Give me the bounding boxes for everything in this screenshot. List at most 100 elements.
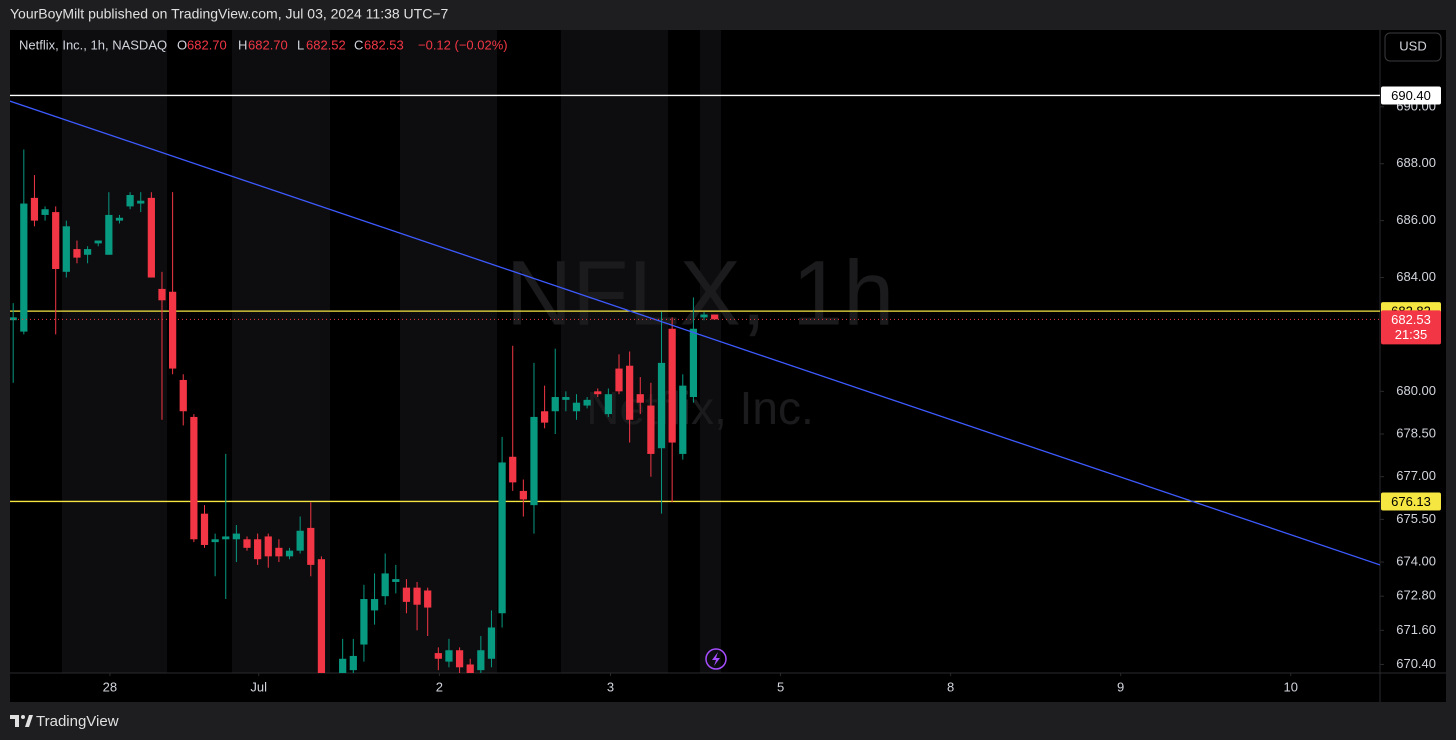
candle-body <box>20 203 28 332</box>
candle-body <box>285 550 294 557</box>
candle-body <box>700 314 708 318</box>
candle-body <box>392 579 400 582</box>
y-tick-label: 672.80 <box>1396 588 1436 603</box>
candle-body <box>413 587 421 605</box>
candle-body <box>179 379 187 412</box>
ohlc-key: H <box>238 37 247 52</box>
candle-body <box>62 226 70 272</box>
candle-body <box>583 399 591 406</box>
candle-body <box>477 650 485 671</box>
x-tick-label: 2 <box>436 679 443 694</box>
plot-area <box>10 94 1380 673</box>
candle-body <box>83 249 92 255</box>
brand: TradingView <box>36 713 119 730</box>
x-tick-label: Jul <box>250 679 267 694</box>
candle-body <box>636 394 644 403</box>
candle-body <box>381 573 389 597</box>
session-band <box>700 30 721 673</box>
ohlc-key: O <box>177 37 187 52</box>
chart-panel <box>10 30 1446 702</box>
currency[interactable]: USD <box>1399 38 1426 53</box>
candle-body <box>424 590 432 608</box>
candle-body <box>254 539 262 560</box>
candle-body <box>689 328 698 398</box>
candle-body <box>562 397 570 400</box>
symbol: Netflix, Inc., 1h, NASDAQ <box>19 37 167 52</box>
candle-body <box>264 536 272 557</box>
logo-mark <box>10 715 19 727</box>
candle-body <box>572 402 581 412</box>
session-band <box>232 30 330 673</box>
candle-body <box>711 314 719 320</box>
candle-body <box>211 539 219 543</box>
candle-body <box>668 328 676 443</box>
candle-body <box>52 212 60 269</box>
legend: Netflix, Inc., 1h, NASDAQ O 682.70 H 682… <box>19 37 508 52</box>
candle-body <box>317 559 326 673</box>
candle-body <box>615 368 623 392</box>
y-tick-label: 678.50 <box>1396 425 1436 440</box>
candle-body <box>243 539 251 548</box>
x-tick-label: 8 <box>947 679 954 694</box>
y-tick-label: 675.50 <box>1396 511 1436 526</box>
candle-body <box>530 416 538 506</box>
candle-body <box>626 365 634 420</box>
y-tick-label: 671.60 <box>1396 622 1436 637</box>
candle-body <box>307 527 315 565</box>
candle-body <box>41 209 49 215</box>
published-line: YourBoyMilt published on TradingView.com… <box>10 6 449 22</box>
candle-body <box>349 655 357 671</box>
candle-body <box>466 664 474 673</box>
watermark-ticker: NFLX, 1h <box>506 242 895 344</box>
candle-body <box>232 533 240 540</box>
candle-body <box>275 547 283 557</box>
logo-mark <box>21 715 25 719</box>
ohlc-key: C <box>354 37 363 52</box>
currency-button[interactable] <box>1384 32 1442 62</box>
candle-body <box>647 405 655 454</box>
countdown: 21:35 <box>1395 327 1428 342</box>
candle-body <box>222 536 230 540</box>
y-tick-label: 688.00 <box>1396 155 1436 170</box>
candle-body <box>360 599 368 645</box>
candle-body <box>137 200 145 204</box>
ohlc-value: 682.52 <box>306 37 346 52</box>
change: −0.12 (−0.02%) <box>418 37 508 52</box>
watermark-name: Netflix, Inc. <box>586 382 814 434</box>
x-tick-label: 9 <box>1117 679 1124 694</box>
x-tick-label: 3 <box>607 679 614 694</box>
x-tick-label: 10 <box>1283 679 1297 694</box>
last-price-tag <box>1381 310 1441 345</box>
ohlc-value: 682.53 <box>364 37 404 52</box>
candle-body <box>105 214 113 255</box>
session-band <box>62 30 167 673</box>
session-band <box>561 30 668 673</box>
candle-body <box>594 391 602 395</box>
candle-body <box>551 397 559 412</box>
candle-body <box>679 385 687 454</box>
y-tick-label: 677.00 <box>1396 468 1436 483</box>
candle-body <box>604 394 612 415</box>
session-shading <box>62 30 721 673</box>
level-label: 690.40 <box>1391 88 1431 103</box>
level-tag <box>1381 86 1441 105</box>
ohlc-value: 682.70 <box>248 37 288 52</box>
event-icon[interactable] <box>705 648 727 670</box>
candle-body <box>190 416 198 540</box>
candle-body <box>158 288 166 301</box>
candle-body <box>519 490 527 500</box>
y-tick-label: 674.00 <box>1396 553 1436 568</box>
candle-body <box>370 599 379 611</box>
candle-body <box>434 653 442 659</box>
last-price-label: 682.53 <box>1391 312 1431 327</box>
level-tag <box>1381 492 1441 511</box>
candle-body <box>200 513 209 545</box>
candle-body <box>30 197 39 221</box>
ohlc-key: L <box>297 37 304 52</box>
candle-body <box>445 650 453 662</box>
candle-body <box>169 291 177 369</box>
brand-logo <box>10 715 33 727</box>
candle-body <box>498 462 506 614</box>
candle-body <box>487 627 496 659</box>
